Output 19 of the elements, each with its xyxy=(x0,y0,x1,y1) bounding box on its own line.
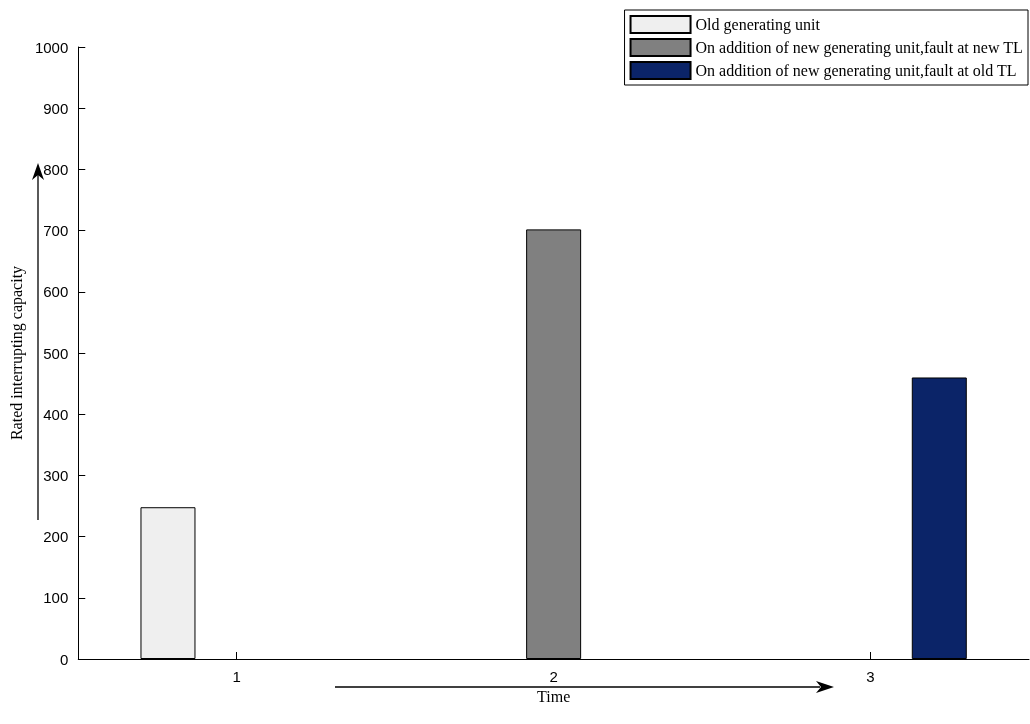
y-tick-label: 300 xyxy=(43,466,69,484)
x-tick-label: 1 xyxy=(232,668,241,685)
legend-label: On addition of new generating unit,fault at old TL xyxy=(695,62,1017,80)
legend-label: Old generating unit xyxy=(695,16,821,34)
y-tick-label: 1000 xyxy=(34,38,69,56)
legend-label: On addition of new generating unit,fault at new TL xyxy=(695,39,1023,57)
x-tick-label: 2 xyxy=(549,668,558,685)
y-tick-label: 400 xyxy=(43,405,69,423)
y-tick-label: 800 xyxy=(43,160,69,178)
y-tick-label: 700 xyxy=(43,222,69,240)
y-axis-title: Rated interrupting capacity xyxy=(7,265,26,441)
y-tick-label: 200 xyxy=(43,528,69,546)
x-axis-title: Time xyxy=(537,688,571,706)
y-tick-label: 600 xyxy=(43,283,69,301)
y-tick-label: 500 xyxy=(43,344,69,362)
y-tick-label: 0 xyxy=(59,650,69,668)
y-tick-label: 100 xyxy=(43,589,69,607)
y-tick-label: 900 xyxy=(43,99,69,117)
x-tick-label: 3 xyxy=(866,668,875,685)
